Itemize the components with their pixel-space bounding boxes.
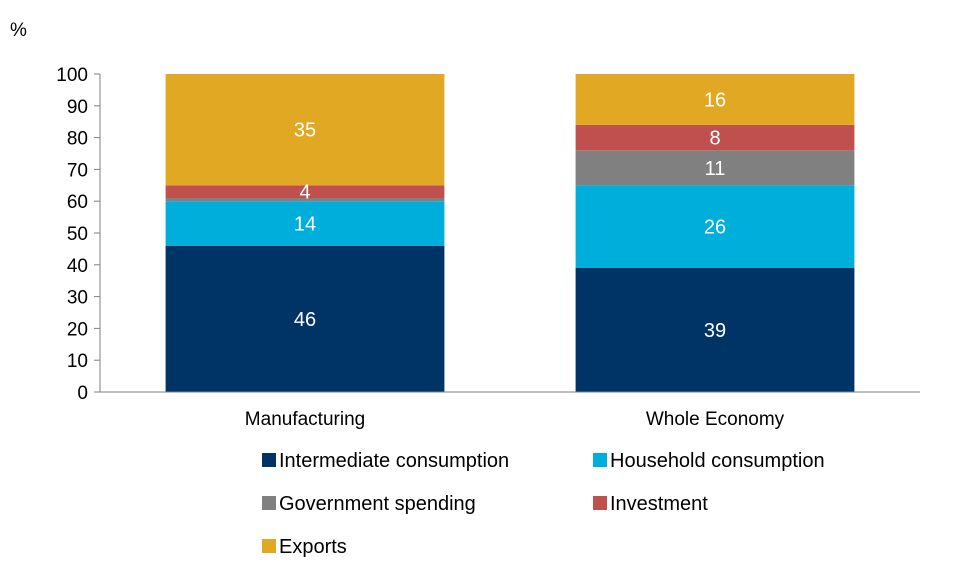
legend-label: Government spending <box>279 493 476 515</box>
bar-segment <box>575 185 855 268</box>
bar-segment <box>575 124 855 151</box>
data-label: 35 <box>294 120 316 142</box>
y-tick-label: 40 <box>67 256 88 277</box>
bar-segment <box>165 185 445 199</box>
bar-segment <box>165 198 445 202</box>
legend-swatch <box>262 539 276 553</box>
bar-segment <box>165 245 445 392</box>
data-label: 11 <box>705 158 726 180</box>
legend-label: Intermediate consumption <box>279 450 509 472</box>
legend-swatch <box>262 453 276 467</box>
legend: Intermediate consumption Household consum… <box>262 450 825 558</box>
y-tick-label: 90 <box>67 97 88 118</box>
x-category-label: Manufacturing <box>245 409 365 430</box>
y-tick-label: 50 <box>67 224 88 245</box>
y-tick-label: 20 <box>67 319 88 340</box>
legend-swatch <box>593 453 607 467</box>
legend-label: Investment <box>610 493 708 515</box>
data-label: 4 <box>299 182 310 204</box>
data-label: 16 <box>704 89 726 111</box>
x-category-label: Whole Economy <box>646 409 785 430</box>
bar-segment <box>575 267 855 392</box>
y-tick-label: 70 <box>67 160 88 181</box>
y-tick-label: 80 <box>67 129 88 150</box>
y-tick-label: 10 <box>67 351 88 372</box>
legend-label: Household consumption <box>610 450 825 472</box>
bars <box>165 74 855 392</box>
legend-swatch <box>593 496 607 510</box>
bar-segment <box>165 74 445 186</box>
data-label: 39 <box>704 320 726 342</box>
y-tick-label: 0 <box>77 383 88 404</box>
y-axis-unit-label: % <box>10 20 27 41</box>
data-label: 8 <box>709 128 720 150</box>
legend-label: Exports <box>279 536 347 558</box>
bar-segment <box>165 201 445 246</box>
data-labels: 46 14 4 35 39 26 11 8 16 <box>294 89 726 342</box>
data-label: 46 <box>294 309 316 331</box>
bar-segment <box>575 150 855 186</box>
data-label: 14 <box>294 213 316 235</box>
y-tick-label: 100 <box>56 65 88 86</box>
data-label: 26 <box>704 217 726 239</box>
y-axis-ticks: 0 10 20 30 40 50 60 70 80 90 100 <box>56 65 100 404</box>
x-axis-labels: Manufacturing Whole Economy <box>245 409 785 430</box>
legend-swatch <box>262 496 276 510</box>
bar-segment <box>575 74 855 125</box>
y-tick-label: 60 <box>67 192 88 213</box>
y-tick-label: 30 <box>67 288 88 309</box>
